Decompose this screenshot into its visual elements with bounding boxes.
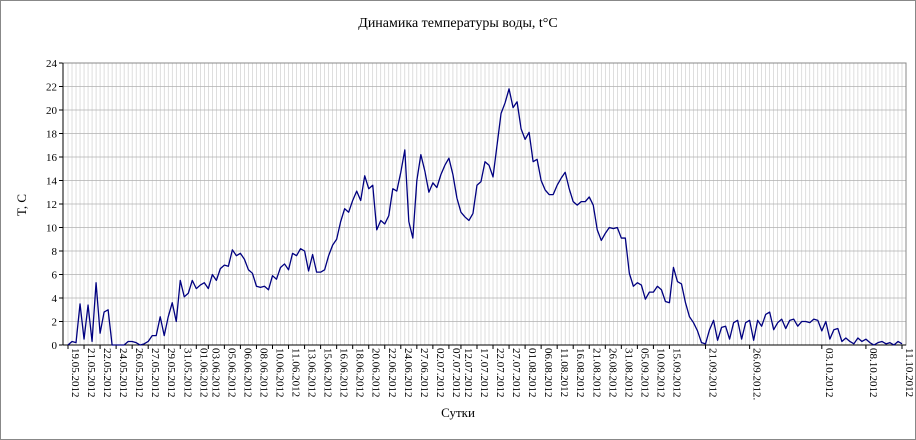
x-tick-label: 16.06.2012 [338,348,350,398]
x-tick-label: 02.07.2012 [434,348,446,398]
x-tick-label: 11.10.2012 [903,348,915,397]
x-tick-label: 21.09.2012 [707,348,719,398]
x-tick-label: 22.05.2012 [101,348,113,398]
x-tick-label: 03.10.2012 [823,348,835,398]
x-tick-label: 06.08.2012 [542,348,554,398]
x-tick-label: 12.07.2012 [462,348,474,398]
x-tick-label: 10.09.2012 [654,348,666,398]
x-tick-label: 01.08.2012 [526,348,538,398]
y-tick-label: 4 [52,293,58,305]
y-axis-title: T, C [14,194,29,216]
y-tick-label: 24 [46,58,58,70]
x-tick-label: 13.06.2012 [306,348,318,398]
x-tick-label: 26.05.2012 [133,348,145,398]
x-tick-label: 26.08.2012 [606,348,618,398]
x-tick-label: 27.06.2012 [418,348,430,398]
x-tick-label: 17.07.2012 [478,348,490,398]
x-tick-label: 16.08.2012 [574,348,586,398]
x-tick-label: 15.09.2012 [670,348,682,398]
plot [67,88,903,346]
x-tick-label: 26.09.2012. [751,348,763,401]
x-tick-label: 19.05.2012 [69,348,81,398]
chart-title: Динамика температуры воды, t°C [358,16,557,31]
x-tick-label: 07.07.2012 [450,348,462,398]
y-tick-label: 10 [46,223,58,235]
x-axis-title: Сутки [441,405,475,420]
x-tick-label: 11.08.2012 [558,348,570,397]
x-tick-label: 22.07.2012 [494,348,506,398]
temperature-line [67,88,903,346]
y-tick-label: 16 [46,152,58,164]
x-tick-label: 31.05.2012 [181,348,193,398]
x-tick-label: 24.05.2012 [117,348,129,398]
y-tick-label: 18 [46,129,58,141]
x-tick-label: 27.05.2012 [149,348,161,398]
x-tick-label: 24.06.2012 [402,348,414,398]
y-tick-label: 8 [52,246,58,258]
x-tick-label: 11.06.2012 [290,348,302,397]
x-tick-label: 03.06.2012 [209,348,221,398]
x-tick-label: 10.06.2012 [273,348,285,398]
y-tick-label: 14 [46,176,58,188]
x-tick-label: 15.06.2012 [322,348,334,398]
y-tick-label: 12 [46,199,57,211]
x-tick-label: 18.06.2012 [354,348,366,398]
x-tick-label: 01.06.2012 [197,348,209,398]
y-tick-label: 22 [46,82,57,94]
x-tick-label: 06.06.2012 [241,348,253,398]
x-tick-label: 21.05.2012 [85,348,97,398]
x-tick-label: 05.06.2012 [225,348,237,398]
x-tick-label: 29.05.2012 [165,348,177,398]
y-tick-label: 2 [52,317,58,329]
x-tick-label: 22.06.2012 [386,348,398,398]
x-tick-label: 20.06.2012 [370,348,382,398]
x-tick-label: 27.07.2012 [510,348,522,398]
x-tick-label: 05.09.2012 [638,348,650,398]
x-tick-label: 21.08.2012 [590,348,602,398]
y-tick-label: 6 [52,270,58,282]
x-tick-label: 31.08.2012 [622,348,634,398]
y-tick-label: 0 [52,340,58,352]
x-tick-label: 08.10.2012 [867,348,879,398]
x-tick-label: 08.06.2012 [257,348,269,398]
y-tick-label: 20 [46,105,58,117]
